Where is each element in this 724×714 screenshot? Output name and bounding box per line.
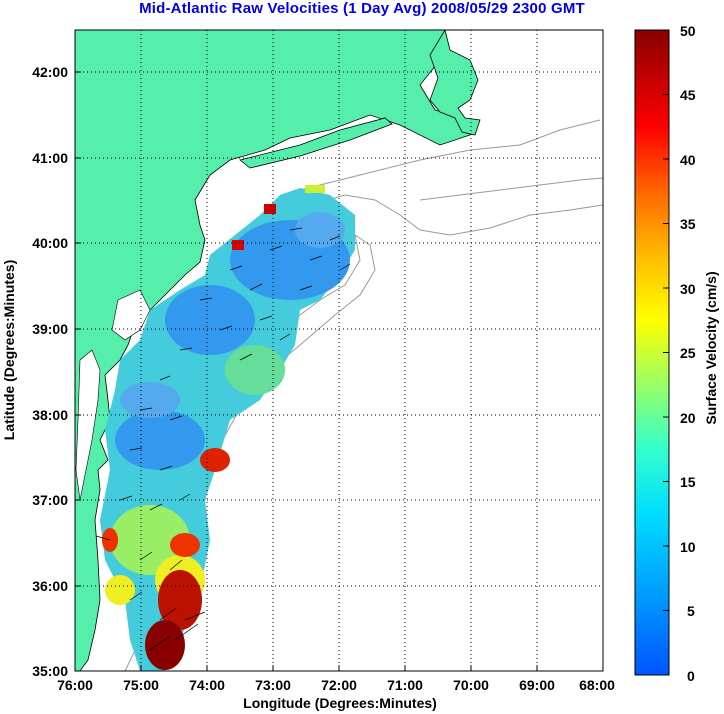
lon-tick-label: 70:00 (453, 677, 489, 693)
lat-tick-label: 35:00 (32, 663, 68, 679)
lon-tick-label: 75:00 (123, 677, 159, 693)
colorbar-tick-label: 50 (680, 23, 696, 39)
lat-tick-label: 37:00 (32, 492, 68, 508)
colorbar-tick-label: 20 (680, 410, 696, 426)
lon-tick-label: 73:00 (255, 677, 291, 693)
lat-tick-label: 41:00 (32, 150, 68, 166)
lat-tick-label: 38:00 (32, 407, 68, 423)
long-island (239, 117, 393, 169)
cape-cod (429, 30, 481, 136)
lon-tick-label: 76:00 (57, 677, 93, 693)
lon-tick-label: 74:00 (189, 677, 225, 693)
colorbar-tick-label: 25 (680, 345, 696, 361)
colorbar-tick-label: 15 (680, 474, 696, 490)
lat-tick-label: 39:00 (32, 321, 68, 337)
y-axis-label: Latitude (Degrees:Minutes) (1, 260, 17, 440)
colorbar-tick-label: 5 (687, 603, 695, 619)
lat-tick-label: 40:00 (32, 235, 68, 251)
tick-marks (74, 71, 604, 672)
grid-lines (75, 30, 603, 671)
velocity-vectors (95, 227, 351, 651)
x-axis-label: Longitude (Degrees:Minutes) (243, 695, 437, 711)
lat-tick-label: 42:00 (32, 64, 68, 80)
lon-tick-label: 69:00 (519, 677, 555, 693)
colorbar-label: Surface Velocity (cm/s) (703, 271, 719, 424)
colorbar-tick-label: 30 (680, 281, 696, 297)
lat-tick-label: 36:00 (32, 578, 68, 594)
land-mass (75, 30, 471, 671)
lon-tick-label: 68:00 (579, 677, 615, 693)
colorbar-tick-label: 45 (680, 87, 696, 103)
colorbar-tick-label: 0 (687, 668, 695, 684)
velocity-field (100, 185, 355, 671)
colorbar-tick-label: 35 (680, 216, 696, 232)
map-title: Mid-Atlantic Raw Velocities (1 Day Avg) … (139, 0, 585, 17)
lon-tick-label: 71:00 (387, 677, 423, 693)
colorbar-tick-label: 40 (680, 152, 696, 168)
colorbar-tick-label: 10 (680, 539, 696, 555)
chesapeake-bay (75, 349, 101, 501)
lon-tick-label: 72:00 (321, 677, 357, 693)
